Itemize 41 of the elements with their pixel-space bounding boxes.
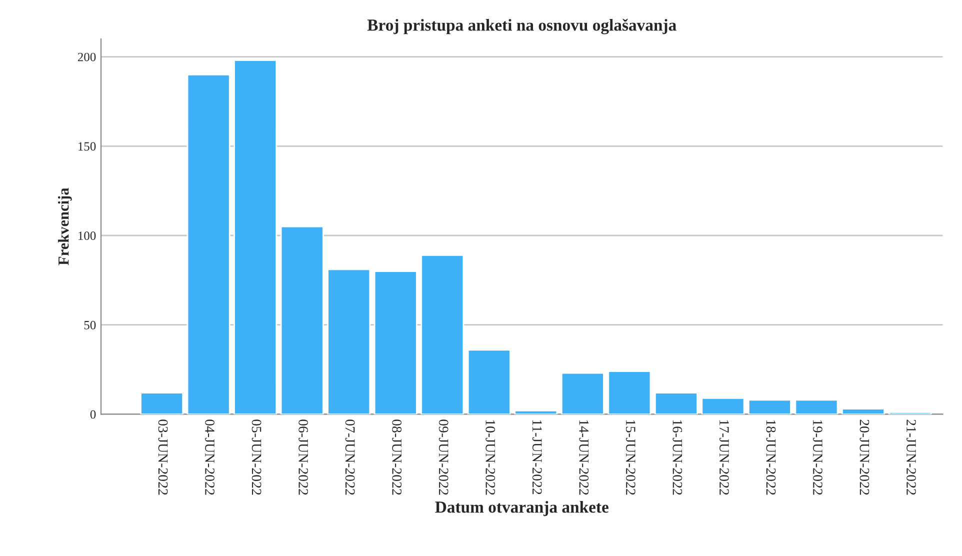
bar: [514, 410, 558, 414]
x-tick-label: 07-JUN-2022: [345, 420, 355, 495]
x-tick-label: 19-JUN-2022: [813, 420, 822, 495]
x-tick-label: 05-JUN-2022: [252, 420, 262, 495]
bar: [560, 372, 604, 414]
x-tick-label: 16-JUN-2022: [672, 420, 682, 495]
bar: [842, 408, 885, 414]
x-tick-label: 10-JUN-2022: [486, 420, 496, 495]
bar: [327, 268, 371, 414]
x-tick-label: 18-JUN-2022: [766, 420, 776, 495]
x-tick-label: 17-JUN-2022: [719, 420, 729, 495]
x-tick-label: 21-JUN-2022: [906, 420, 916, 495]
x-tick-label: 06-JUN-2022: [298, 420, 308, 495]
chart-title: Broj pristupa anketi na osnovu oglašavanja: [367, 18, 676, 34]
x-tick-label: 14-JUN-2022: [579, 420, 589, 495]
y-tick-label: 150: [78, 142, 96, 151]
bar: [374, 270, 418, 414]
y-tick-label: 50: [84, 320, 96, 330]
bar: [467, 349, 511, 414]
y-tick-label: 100: [78, 232, 96, 240]
x-tick-label: 15-JUN-2022: [626, 420, 636, 495]
bar: [280, 226, 324, 414]
y-tick-label: 0: [90, 410, 96, 419]
bar: [748, 399, 792, 414]
x-tick-label: 04-JUN-2022: [205, 420, 214, 495]
x-tick-label: 11-JUN-2022: [532, 420, 542, 494]
x-tick-label: 08-JUN-2022: [392, 420, 402, 495]
bar: [701, 397, 745, 414]
x-tick-label: 09-JUN-2022: [438, 420, 448, 495]
x-axis-title: Datum otvaranja ankete: [435, 501, 608, 516]
bar: [186, 74, 230, 414]
x-tick-label: 03-JUN-2022: [158, 420, 168, 495]
y-axis-title: Frekvencija: [58, 188, 72, 266]
bar: [608, 370, 652, 414]
y-tick-label: 200: [78, 52, 96, 62]
bar: [794, 399, 838, 414]
bar: [140, 392, 184, 414]
bar: [420, 254, 464, 414]
bar: [234, 60, 278, 414]
x-tick-label: 20-JUN-2022: [860, 420, 870, 495]
bar: [654, 392, 698, 414]
